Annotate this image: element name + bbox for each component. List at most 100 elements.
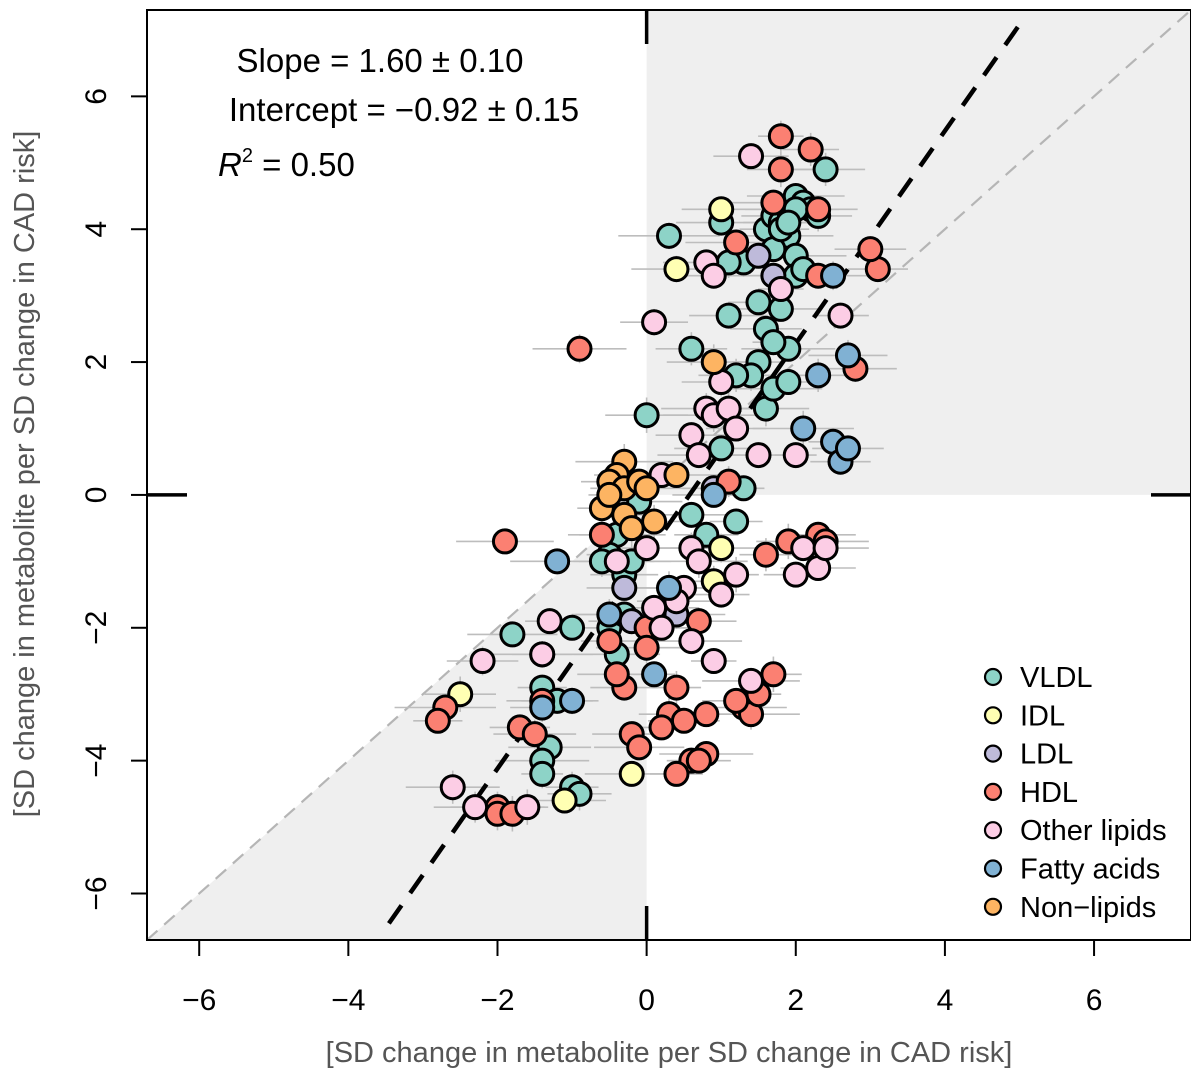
- data-point: [663, 674, 690, 701]
- data-point: [648, 714, 675, 741]
- plot-frame: [146, 9, 1191, 941]
- data-point: [491, 528, 518, 555]
- data-point: [611, 574, 638, 601]
- data-point: [544, 548, 571, 575]
- data-point: [834, 342, 861, 369]
- data-point: [700, 648, 727, 674]
- data-point: [462, 794, 489, 821]
- data-point: [708, 581, 735, 608]
- data-point: [797, 136, 824, 163]
- data-point: [670, 707, 697, 734]
- data-point: [708, 196, 735, 223]
- data-point: [752, 541, 779, 568]
- data-point: [678, 501, 705, 528]
- data-point: [715, 302, 742, 329]
- data-point: [790, 535, 817, 562]
- data-point: [775, 209, 802, 236]
- data-point: [767, 156, 794, 183]
- y-tick-label: −4: [80, 744, 113, 778]
- data-point: [633, 535, 660, 562]
- data-point: [603, 661, 630, 688]
- y-tick-label: −6: [80, 876, 113, 910]
- data-point: [588, 521, 615, 548]
- data-point: [812, 156, 839, 183]
- data-point: [700, 481, 727, 508]
- data-point: [514, 794, 541, 821]
- data-point: [857, 236, 884, 263]
- data-point: [678, 628, 705, 655]
- data-point: [738, 143, 765, 170]
- legend-label: Fatty acids: [1020, 854, 1160, 886]
- x-tick-label: 4: [937, 984, 954, 1017]
- data-point: [812, 535, 839, 562]
- legend-marker: [983, 667, 1003, 687]
- data-point: [641, 508, 668, 535]
- data-point: [745, 242, 772, 269]
- legend: VLDL IDL LDL HDL Other lipids Fatty acids Non−…: [983, 662, 1167, 924]
- data-point: [469, 648, 496, 674]
- y-tick-label: 4: [80, 221, 113, 238]
- y-tick-label: 2: [80, 354, 113, 371]
- data-point: [641, 309, 668, 336]
- legend-label: HDL: [1020, 777, 1078, 809]
- legend-marker: [983, 706, 1003, 725]
- fit-annotation: Slope = 1.60 ± 0.10 Intercept = −0.92 ± …: [218, 42, 579, 183]
- y-axis-title: [SD change in metabolite per SD change i…: [9, 131, 41, 818]
- x-tick-label: −4: [331, 984, 365, 1017]
- data-point: [656, 222, 682, 249]
- x-tick-label: 6: [1086, 984, 1103, 1017]
- data-point: [782, 561, 809, 588]
- data-point: [633, 402, 660, 429]
- data-point: [596, 481, 623, 508]
- data-point: [536, 608, 563, 635]
- legend-label: VLDL: [1020, 662, 1093, 694]
- data-point: [775, 369, 802, 395]
- intercept-text: Intercept = −0.92 ± 0.15: [229, 91, 579, 128]
- data-point: [738, 667, 765, 694]
- x-tick-label: 2: [787, 984, 804, 1017]
- data-point: [723, 229, 750, 256]
- y-tick-label: 0: [80, 487, 113, 504]
- x-axis: −6 −4 −2 0 2 4 6: [182, 940, 1102, 1017]
- data-point: [663, 462, 690, 488]
- legend-label: Other lipids: [1020, 815, 1167, 847]
- y-tick-label: −2: [80, 611, 113, 645]
- data-point: [693, 701, 720, 728]
- data-point: [685, 548, 712, 575]
- data-point: [633, 475, 660, 502]
- data-point: [790, 415, 817, 442]
- r-squared-text: R2 = 0.50: [218, 145, 355, 183]
- data-point: [499, 621, 526, 648]
- data-point: [551, 787, 578, 814]
- data-point: [820, 262, 847, 289]
- data-point: [827, 302, 854, 329]
- data-point: [708, 535, 735, 562]
- data-point: [760, 189, 787, 216]
- data-point: [745, 442, 772, 469]
- x-tick-label: 0: [638, 984, 655, 1017]
- data-point: [439, 774, 466, 801]
- legend-marker: [983, 821, 1003, 840]
- data-point: [760, 329, 787, 356]
- data-point: [559, 687, 586, 714]
- data-point: [424, 707, 451, 734]
- data-point: [767, 123, 794, 150]
- data-point: [618, 515, 645, 542]
- data-point: [723, 561, 750, 588]
- data-point: [656, 574, 682, 601]
- data-point: [641, 661, 668, 688]
- data-point: [805, 362, 832, 389]
- data-point: [805, 196, 832, 223]
- data-point: [723, 508, 750, 535]
- zero-axis-marks: [147, 10, 1191, 940]
- data-point: [745, 289, 772, 316]
- legend-marker: [983, 859, 1003, 878]
- data-point: [708, 435, 735, 462]
- data-point: [596, 601, 623, 628]
- data-points: [424, 123, 891, 827]
- slope-text: Slope = 1.60 ± 0.10: [237, 42, 524, 79]
- data-point: [566, 335, 593, 362]
- data-point: [529, 641, 556, 668]
- data-point: [618, 760, 645, 787]
